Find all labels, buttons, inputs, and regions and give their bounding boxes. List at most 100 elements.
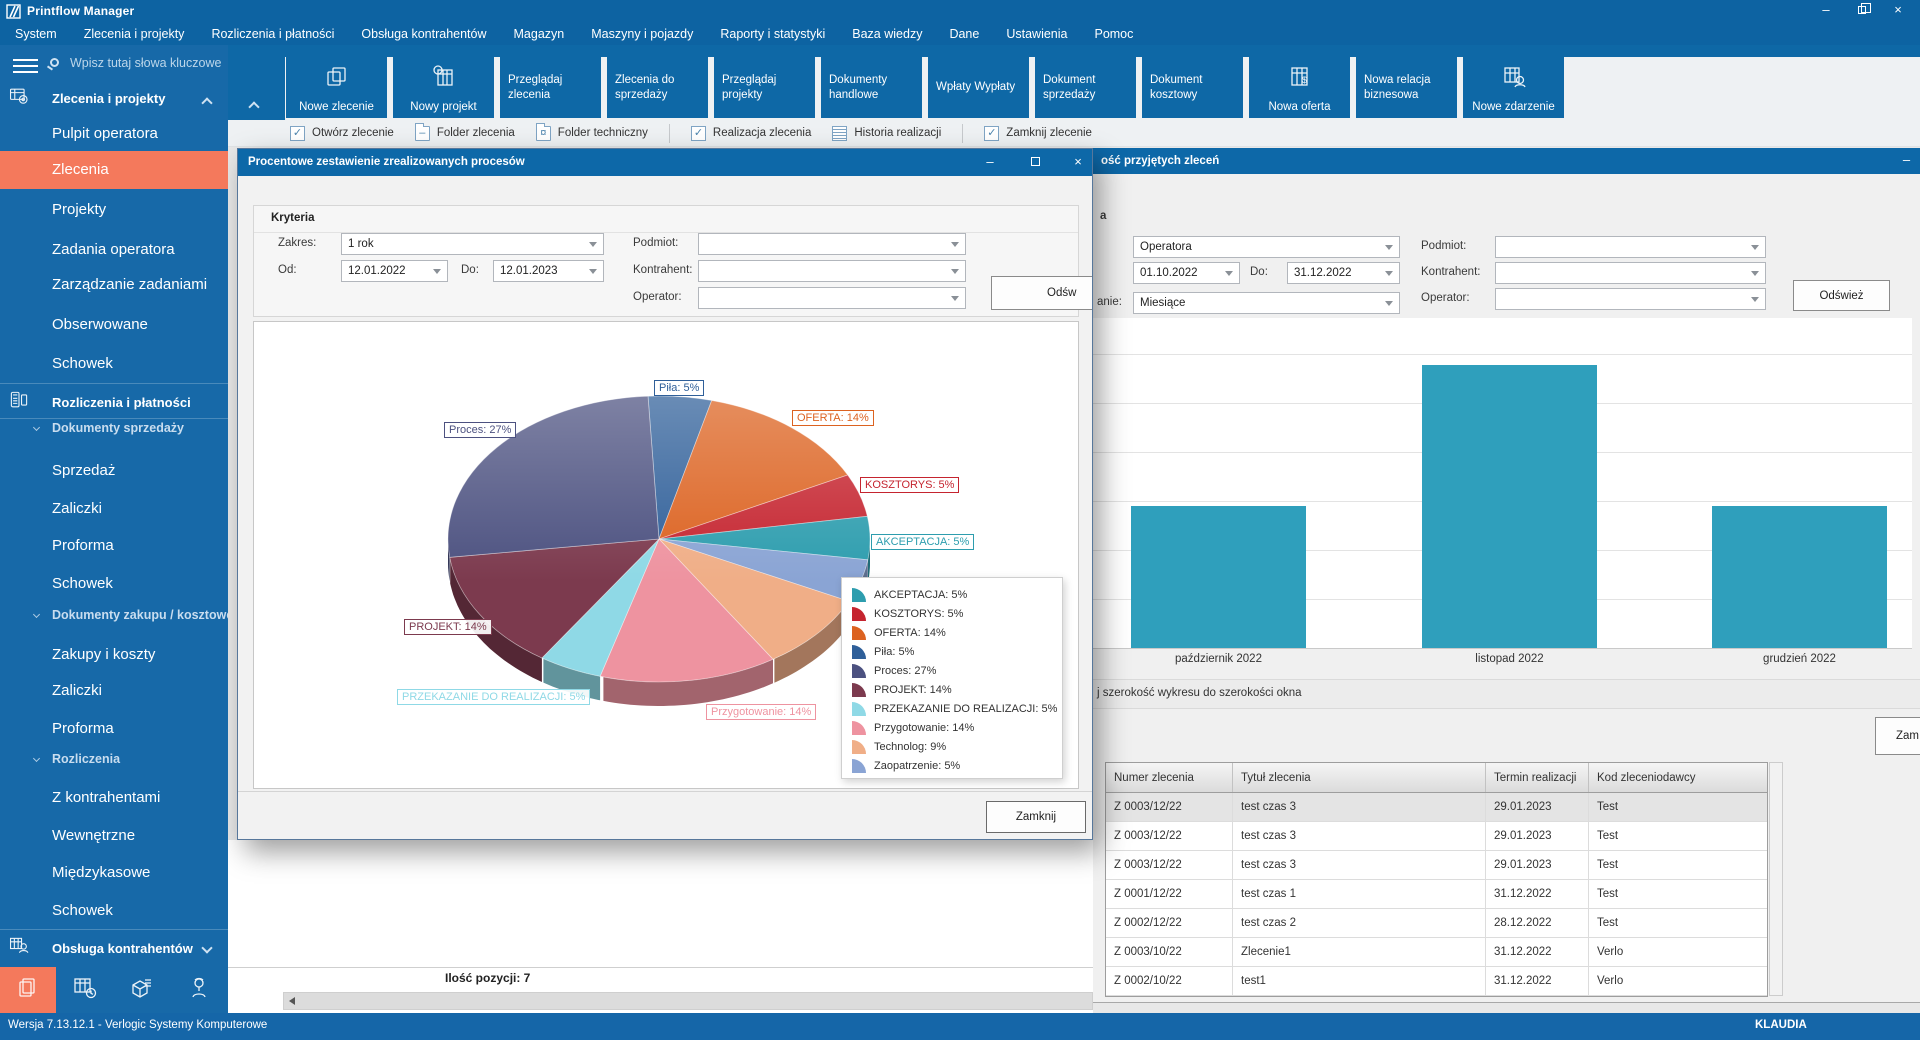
table-row[interactable]: Z 0003/12/22test czas 329.01.2023Test bbox=[1106, 822, 1767, 851]
sidebar-item[interactable]: Zaliczki bbox=[52, 679, 102, 703]
sidebar-bottom-tab[interactable] bbox=[171, 967, 227, 1013]
date-to-dropdown[interactable]: 12.01.2023 bbox=[493, 260, 604, 282]
hamburger-icon[interactable] bbox=[13, 59, 38, 61]
scroll-left-icon[interactable] bbox=[289, 997, 295, 1005]
table-column-header[interactable]: Termin realizacji bbox=[1486, 763, 1589, 792]
sidebar-bottom-tab[interactable] bbox=[0, 967, 56, 1013]
sidebar-bottom-tab[interactable] bbox=[114, 967, 170, 1013]
window-minimize-button[interactable]: – bbox=[1893, 148, 1920, 174]
podmiot-dropdown[interactable] bbox=[698, 233, 966, 255]
chevron-down-icon[interactable] bbox=[201, 942, 212, 953]
menu-item[interactable]: System bbox=[15, 27, 57, 41]
toolbar-button[interactable]: Nowy projekt bbox=[393, 57, 494, 118]
sidebar-section-orders-projects[interactable]: Zlecenia i projekty bbox=[52, 91, 165, 106]
menu-item[interactable]: Pomoc bbox=[1094, 27, 1133, 41]
view-by-dropdown[interactable]: Operatora bbox=[1133, 236, 1400, 258]
toolbar-button[interactable]: Wpłaty Wypłaty bbox=[928, 57, 1029, 118]
sidebar-item[interactable]: Pulpit operatora bbox=[52, 122, 158, 146]
refresh-button[interactable]: Odśwież bbox=[1793, 280, 1890, 311]
orders-chart-window-title[interactable]: ość przyjętych zleceń bbox=[1093, 148, 1920, 174]
sidebar-item[interactable]: Schowek bbox=[52, 572, 113, 596]
sidebar-item[interactable]: Zaliczki bbox=[52, 497, 102, 521]
sidebar-group[interactable]: Dokumenty sprzedaży bbox=[52, 421, 184, 435]
sidebar-item[interactable]: Schowek bbox=[52, 899, 113, 923]
refresh-button-partial[interactable]: Odśw bbox=[991, 276, 1093, 310]
sidebar-group[interactable]: Dokumenty zakupu / kosztowe bbox=[52, 608, 228, 622]
podmiot-dropdown[interactable] bbox=[1495, 236, 1766, 258]
sidebar-item[interactable]: Projekty bbox=[52, 198, 106, 222]
table-row[interactable]: Z 0003/12/22test czas 329.01.2023Test bbox=[1106, 851, 1767, 880]
toolbar-button[interactable]: Przeglądaj projekty bbox=[714, 57, 815, 118]
chevron-down-icon[interactable] bbox=[33, 611, 40, 618]
table-row[interactable]: Z 0003/12/22test czas 329.01.2023Test bbox=[1106, 793, 1767, 822]
sidebar-item[interactable]: Zakupy i koszty bbox=[52, 643, 155, 667]
orders-toolbar-item[interactable]: ✓Zamknij zlecenie bbox=[984, 126, 1092, 141]
menu-item[interactable]: Maszyny i pojazdy bbox=[591, 27, 693, 41]
chevron-down-icon[interactable] bbox=[33, 755, 40, 762]
sidebar-item[interactable]: Sprzedaż bbox=[52, 459, 115, 483]
fit-chart-row[interactable]: j szerokość wykresu do szerokości okna bbox=[1093, 679, 1920, 709]
dialog-maximize-button[interactable] bbox=[1015, 149, 1055, 176]
sidebar-section-payments[interactable]: Rozliczenia i płatności bbox=[52, 395, 191, 410]
sidebar-item[interactable]: Proforma bbox=[52, 717, 114, 741]
operator-dropdown[interactable] bbox=[698, 287, 966, 309]
orders-toolbar-item[interactable]: ✓Otwórz zlecenie bbox=[290, 126, 394, 141]
orders-toolbar-item[interactable]: ✓Realizacja zlecenia bbox=[691, 126, 811, 141]
table-column-header[interactable]: Numer zlecenia bbox=[1106, 763, 1233, 792]
menu-item[interactable]: Obsługa kontrahentów bbox=[361, 27, 486, 41]
toolbar-button[interactable]: Nowe zdarzenie bbox=[1463, 57, 1564, 118]
operator-dropdown[interactable] bbox=[1495, 288, 1766, 310]
menu-item[interactable]: Raporty i statystyki bbox=[720, 27, 825, 41]
toolbar-button[interactable]: $ Nowa oferta bbox=[1249, 57, 1350, 118]
app-minimize-button[interactable]: – bbox=[1808, 0, 1844, 22]
menu-item[interactable]: Ustawienia bbox=[1006, 27, 1067, 41]
date-from-dropdown[interactable]: 12.01.2022 bbox=[341, 260, 448, 282]
grouping-dropdown[interactable]: Miesiące bbox=[1133, 292, 1400, 314]
orders-toolbar-item[interactable]: ¤Folder techniczny bbox=[536, 126, 648, 141]
date-to-dropdown[interactable]: 31.12.2022 bbox=[1287, 262, 1400, 284]
sidebar-item[interactable]: Zadania operatora bbox=[52, 238, 175, 262]
table-row[interactable]: Z 0002/12/22test czas 228.12.2022Test bbox=[1106, 909, 1767, 938]
menu-item[interactable]: Baza wiedzy bbox=[852, 27, 922, 41]
toolbar-button[interactable]: Zlecenia do sprzedaży bbox=[607, 57, 708, 118]
toolbar-button[interactable]: Dokumenty handlowe bbox=[821, 57, 922, 118]
menu-item[interactable]: Dane bbox=[949, 27, 979, 41]
app-restore-button[interactable] bbox=[1844, 0, 1880, 22]
horizontal-scrollbar[interactable] bbox=[283, 992, 1093, 1010]
sidebar-bottom-tab[interactable] bbox=[57, 967, 113, 1013]
dialog-close-button[interactable]: × bbox=[1058, 149, 1093, 176]
date-from-dropdown[interactable]: 01.10.2022 bbox=[1133, 262, 1240, 284]
table-row[interactable]: Z 0001/12/22test czas 131.12.2022Test bbox=[1106, 880, 1767, 909]
toolbar-button[interactable]: Nowa relacja biznesowa bbox=[1356, 57, 1457, 118]
sidebar-item[interactable]: Schowek bbox=[52, 352, 113, 376]
chevron-up-icon[interactable] bbox=[201, 97, 212, 108]
table-row[interactable]: Z 0002/10/22test131.12.2022Verlo bbox=[1106, 967, 1767, 996]
toolbar-button[interactable]: Nowe zlecenie bbox=[286, 57, 387, 118]
sidebar-item[interactable]: Z kontrahentami bbox=[52, 786, 160, 810]
sidebar-item[interactable]: Proforma bbox=[52, 534, 114, 558]
pie-dialog-title[interactable]: Procentowe zestawienie zrealizowanych pr… bbox=[238, 149, 1093, 176]
menu-item[interactable]: Zlecenia i projekty bbox=[84, 27, 185, 41]
kontrahent-dropdown[interactable] bbox=[698, 260, 966, 282]
table-column-header[interactable]: Kod zleceniodawcy bbox=[1589, 763, 1767, 792]
dialog-minimize-button[interactable]: – bbox=[970, 149, 1010, 176]
toolbar-button[interactable]: Dokument kosztowy bbox=[1142, 57, 1243, 118]
sidebar-item[interactable]: Zlecenia bbox=[52, 158, 109, 182]
close-dialog-button[interactable]: Zamknij bbox=[986, 801, 1086, 833]
table-column-header[interactable]: Tytuł zlecenia bbox=[1233, 763, 1486, 792]
sidebar-group[interactable]: Rozliczenia bbox=[52, 752, 120, 766]
app-close-button[interactable]: × bbox=[1880, 0, 1916, 22]
kontrahent-dropdown[interactable] bbox=[1495, 262, 1766, 284]
search-input[interactable]: Wpisz tutaj słowa kluczowe bbox=[70, 56, 221, 70]
sidebar-item[interactable]: Międzykasowe bbox=[52, 861, 150, 885]
toolbar-button[interactable]: Dokument sprzedaży bbox=[1035, 57, 1136, 118]
menu-item[interactable]: Magazyn bbox=[514, 27, 565, 41]
sidebar-item[interactable]: Wewnętrzne bbox=[52, 824, 135, 848]
vertical-scrollbar[interactable] bbox=[1769, 762, 1783, 996]
zakres-dropdown[interactable]: 1 rok bbox=[341, 233, 604, 255]
sidebar-section-contractors[interactable]: Obsługa kontrahentów bbox=[52, 941, 193, 956]
close-window-button-partial[interactable]: Zam bbox=[1875, 717, 1920, 755]
menu-item[interactable]: Rozliczenia i płatności bbox=[211, 27, 334, 41]
table-row[interactable]: Z 0003/10/22Zlecenie131.12.2022Verlo bbox=[1106, 938, 1767, 967]
orders-toolbar-item[interactable]: –Folder zlecenia bbox=[415, 126, 515, 141]
